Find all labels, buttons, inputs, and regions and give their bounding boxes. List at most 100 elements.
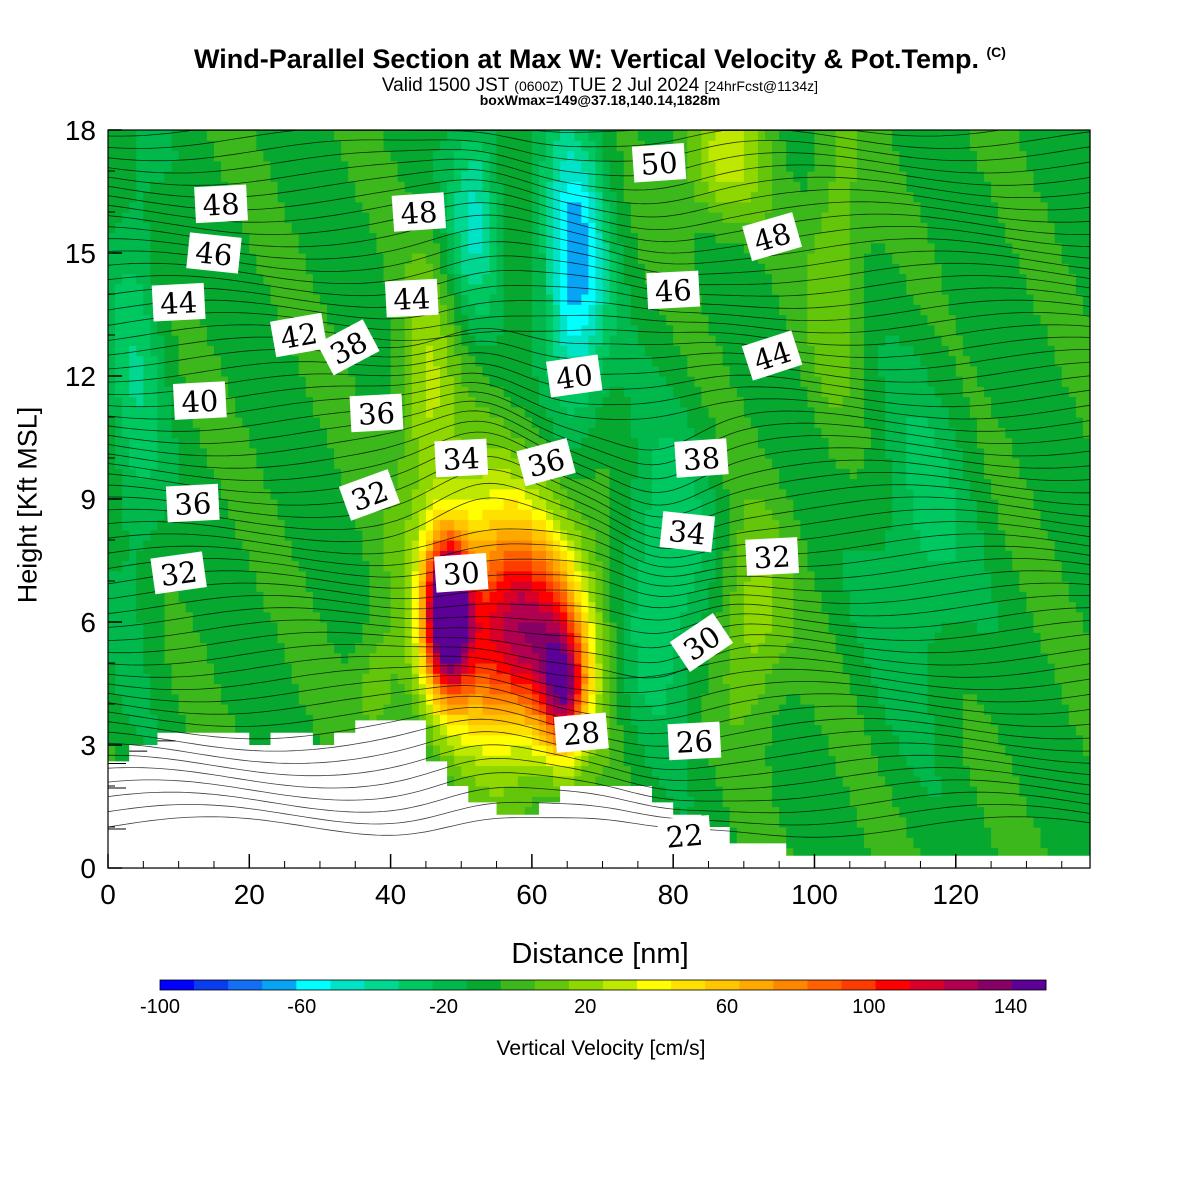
velocity-cell bbox=[171, 130, 180, 141]
velocity-cell bbox=[327, 386, 335, 398]
velocity-cell bbox=[122, 335, 130, 346]
velocity-cell bbox=[489, 642, 498, 654]
velocity-cell bbox=[213, 519, 222, 531]
velocity-cell bbox=[553, 335, 561, 346]
velocity-cell bbox=[291, 673, 300, 685]
velocity-cell bbox=[108, 745, 116, 756]
velocity-cell bbox=[468, 324, 476, 336]
velocity-cell bbox=[221, 488, 229, 500]
velocity-cell bbox=[242, 529, 250, 541]
velocity-cell bbox=[171, 335, 180, 346]
velocity-cell bbox=[108, 140, 116, 152]
velocity-cell bbox=[468, 304, 476, 316]
velocity-cell bbox=[284, 130, 293, 141]
velocity-cell bbox=[468, 376, 476, 387]
velocity-cell bbox=[171, 345, 180, 357]
velocity-cell bbox=[341, 160, 349, 172]
velocity-cell bbox=[411, 540, 420, 551]
velocity-cell bbox=[503, 222, 512, 234]
velocity-cell bbox=[327, 417, 335, 428]
velocity-cell bbox=[503, 304, 512, 316]
velocity-cell bbox=[298, 242, 307, 254]
velocity-cell bbox=[164, 427, 173, 439]
velocity-cell bbox=[108, 130, 116, 141]
velocity-cell bbox=[581, 622, 590, 633]
velocity-cell bbox=[157, 253, 166, 264]
velocity-cell bbox=[291, 160, 300, 172]
velocity-cell bbox=[312, 427, 321, 439]
velocity-cell bbox=[178, 181, 187, 193]
velocity-cell bbox=[206, 130, 215, 141]
velocity-cell bbox=[553, 499, 561, 510]
velocity-cell bbox=[447, 652, 455, 664]
velocity-cell bbox=[468, 775, 476, 787]
velocity-cell bbox=[376, 376, 385, 387]
velocity-cell bbox=[411, 263, 420, 275]
velocity-cell bbox=[355, 663, 363, 674]
velocity-cell bbox=[411, 550, 420, 562]
velocity-cell bbox=[376, 386, 385, 398]
velocity-cell bbox=[115, 283, 123, 295]
velocity-cell bbox=[546, 683, 554, 695]
velocity-cell bbox=[221, 683, 229, 695]
velocity-cell bbox=[192, 365, 201, 377]
velocity-cell bbox=[228, 601, 236, 613]
velocity-cell bbox=[115, 386, 123, 398]
velocity-cell bbox=[411, 396, 420, 408]
velocity-cell bbox=[531, 540, 540, 551]
velocity-cell bbox=[171, 232, 180, 244]
velocity-cell bbox=[143, 376, 151, 387]
velocity-cell bbox=[362, 427, 370, 439]
velocity-cell bbox=[461, 201, 469, 213]
velocity-cell bbox=[277, 673, 286, 685]
velocity-cell bbox=[136, 212, 144, 223]
velocity-cell bbox=[581, 683, 590, 695]
velocity-cell bbox=[129, 611, 137, 623]
velocity-cell bbox=[213, 150, 222, 162]
velocity-cell bbox=[256, 663, 265, 674]
velocity-cell bbox=[390, 263, 399, 275]
velocity-cell bbox=[327, 642, 335, 654]
velocity-cell bbox=[411, 611, 420, 623]
velocity-cell bbox=[319, 673, 328, 685]
velocity-cell bbox=[150, 365, 159, 377]
velocity-cell bbox=[383, 581, 392, 592]
velocity-cell bbox=[178, 150, 187, 162]
velocity-cell bbox=[574, 294, 582, 305]
velocity-cell bbox=[489, 509, 498, 521]
velocity-cell bbox=[143, 478, 151, 490]
velocity-cell bbox=[567, 478, 575, 490]
velocity-cell bbox=[468, 232, 476, 244]
velocity-cell bbox=[595, 745, 604, 756]
velocity-cell bbox=[312, 130, 321, 141]
velocity-cell bbox=[496, 550, 505, 562]
velocity-cell bbox=[136, 191, 144, 203]
velocity-cell bbox=[588, 499, 597, 510]
velocity-cell bbox=[517, 714, 526, 726]
velocity-cell bbox=[538, 263, 547, 275]
velocity-cell bbox=[567, 447, 575, 459]
velocity-cell bbox=[411, 417, 420, 428]
velocity-cell bbox=[178, 632, 187, 644]
velocity-cell bbox=[461, 140, 469, 152]
velocity-cell bbox=[404, 581, 413, 592]
velocity-cell bbox=[524, 519, 533, 531]
velocity-cell bbox=[418, 365, 427, 377]
velocity-cell bbox=[538, 683, 547, 695]
velocity-cell bbox=[108, 437, 116, 449]
velocity-cell bbox=[256, 376, 265, 387]
velocity-cell bbox=[228, 335, 236, 346]
velocity-cell bbox=[122, 365, 130, 377]
velocity-cell bbox=[510, 294, 519, 305]
velocity-cell bbox=[475, 642, 484, 654]
velocity-cell bbox=[489, 704, 498, 715]
velocity-cell bbox=[440, 714, 448, 726]
velocity-cell bbox=[185, 160, 194, 172]
velocity-cell bbox=[136, 171, 144, 182]
velocity-cell bbox=[228, 304, 236, 316]
velocity-cell bbox=[553, 191, 561, 203]
velocity-cell bbox=[475, 427, 484, 439]
velocity-cell bbox=[369, 581, 378, 592]
velocity-cell bbox=[319, 355, 328, 367]
velocity-cell bbox=[524, 714, 533, 726]
